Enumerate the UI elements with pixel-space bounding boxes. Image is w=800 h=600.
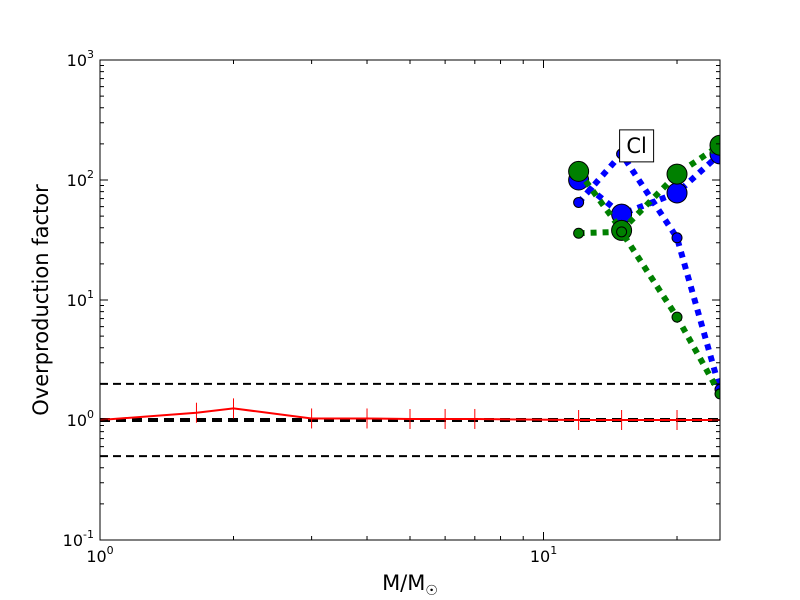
y-tick-label-base: 10 — [67, 291, 87, 310]
y-tick-label: 100 — [67, 408, 94, 430]
x-tick-label-exponent: 1 — [550, 544, 557, 557]
y-tick-label-exponent: 0 — [87, 408, 94, 421]
y-tick-label-base: 10 — [63, 531, 83, 550]
x-tick-label-exponent: 0 — [107, 544, 114, 557]
data-point — [573, 227, 585, 239]
x-axis-label-sub: ☉ — [425, 583, 438, 599]
y-tick-label-base: 10 — [67, 171, 87, 190]
data-point — [666, 163, 688, 185]
y-tick-label: 10-1 — [63, 528, 94, 550]
y-tick-label-exponent: 3 — [87, 48, 94, 61]
y-tick-label-base: 10 — [67, 51, 87, 70]
data-point — [616, 226, 628, 238]
data-point — [671, 232, 683, 244]
series-line — [576, 142, 720, 236]
x-axis-label: M/M☉ — [382, 571, 438, 599]
x-tick-label: 101 — [530, 544, 557, 566]
y-tick-label: 103 — [67, 48, 94, 70]
data-point — [568, 160, 590, 182]
x-tick-label-base: 10 — [86, 547, 106, 566]
data-point — [714, 388, 720, 400]
data-point — [709, 134, 720, 156]
data-series — [100, 134, 720, 430]
y-tick-label: 102 — [67, 168, 94, 190]
y-tick-label-exponent: -1 — [83, 528, 94, 541]
data-point — [573, 196, 585, 208]
annotation: Cl — [619, 129, 655, 163]
annotation-text: Cl — [626, 134, 647, 158]
series-line — [576, 148, 720, 391]
series-line — [100, 407, 720, 421]
y-axis-label: Overproduction factor — [29, 184, 53, 416]
x-tick-label-base: 10 — [530, 547, 550, 566]
y-tick-label-exponent: 1 — [87, 288, 94, 301]
annotation-box — [619, 129, 655, 163]
x-tick-label: 100 — [86, 544, 113, 566]
y-tick-label: 101 — [67, 288, 94, 310]
data-point — [666, 182, 688, 204]
x-axis-label-main: M/M — [382, 571, 425, 595]
data-point — [671, 311, 683, 323]
y-tick-label-base: 10 — [67, 411, 87, 430]
y-tick-label-exponent: 2 — [87, 168, 94, 181]
